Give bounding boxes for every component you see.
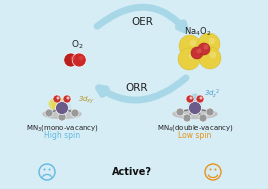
Circle shape (191, 47, 203, 59)
Text: MN$_4$(double-vacancy): MN$_4$(double-vacancy) (157, 123, 233, 133)
Circle shape (178, 48, 200, 70)
Ellipse shape (43, 109, 81, 119)
Circle shape (210, 52, 216, 58)
Circle shape (189, 97, 192, 99)
Circle shape (55, 101, 69, 115)
Circle shape (210, 169, 211, 170)
Circle shape (79, 56, 84, 60)
Circle shape (186, 95, 194, 103)
Circle shape (72, 53, 86, 67)
Circle shape (196, 95, 204, 103)
Circle shape (214, 169, 217, 170)
Circle shape (209, 38, 215, 44)
Circle shape (199, 97, 203, 99)
Text: Low spin: Low spin (178, 132, 212, 140)
Text: 3d$_{z}$$^{2}$: 3d$_{z}$$^{2}$ (204, 88, 221, 100)
Ellipse shape (190, 94, 200, 114)
Circle shape (188, 101, 202, 115)
Text: OER: OER (131, 17, 153, 27)
Circle shape (203, 44, 209, 50)
Circle shape (45, 109, 53, 117)
Circle shape (58, 113, 66, 121)
Circle shape (53, 95, 61, 103)
Ellipse shape (57, 101, 71, 111)
Ellipse shape (189, 97, 201, 111)
Circle shape (198, 33, 220, 55)
Circle shape (183, 114, 191, 122)
Circle shape (199, 47, 221, 69)
Circle shape (179, 35, 201, 57)
Text: ORR: ORR (126, 83, 148, 93)
Ellipse shape (52, 99, 64, 109)
Text: MN$_3$(mono-vacancy): MN$_3$(mono-vacancy) (25, 123, 98, 133)
Circle shape (176, 108, 184, 116)
Text: O$_2$: O$_2$ (71, 39, 83, 51)
Circle shape (198, 43, 210, 55)
Text: Active?: Active? (112, 167, 152, 177)
Text: Na$_4$O$_2$: Na$_4$O$_2$ (184, 26, 212, 38)
Text: High spin: High spin (44, 132, 80, 140)
Circle shape (196, 49, 202, 53)
Circle shape (70, 56, 75, 60)
Text: 3d$_{xy}$: 3d$_{xy}$ (78, 94, 95, 106)
Circle shape (199, 114, 207, 122)
Circle shape (71, 109, 79, 117)
Ellipse shape (52, 98, 64, 110)
Circle shape (64, 53, 78, 67)
Ellipse shape (173, 109, 217, 119)
Ellipse shape (49, 98, 67, 110)
Circle shape (189, 53, 195, 59)
Circle shape (49, 169, 50, 170)
Circle shape (43, 169, 46, 170)
Circle shape (206, 108, 214, 116)
Circle shape (63, 95, 71, 103)
Circle shape (57, 97, 59, 99)
Circle shape (66, 97, 69, 99)
Circle shape (190, 40, 196, 46)
